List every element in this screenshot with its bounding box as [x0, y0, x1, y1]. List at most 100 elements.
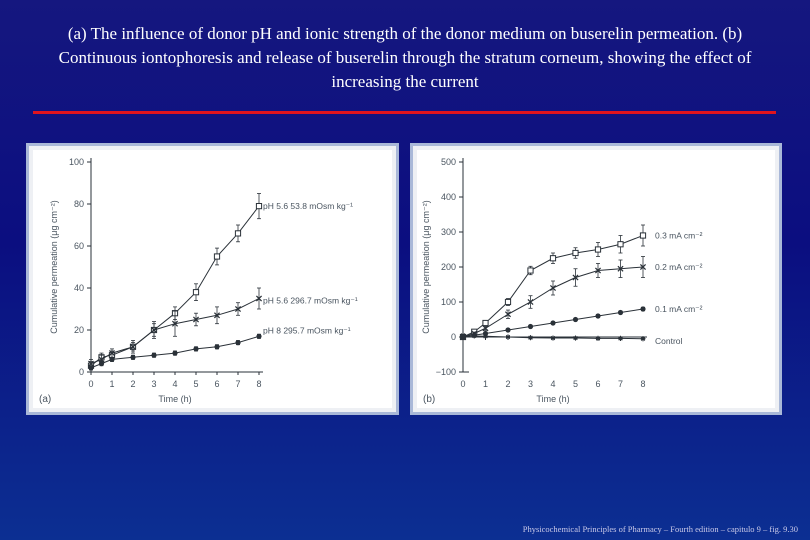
- chart-b-data-point: [617, 309, 624, 316]
- chart-a-x-axis-label: Time (h): [158, 394, 191, 404]
- chart-a-x-tick-label: 2: [130, 379, 135, 389]
- chart-b-data-point: [505, 327, 511, 333]
- chart-b-y-tick-label: 400: [441, 192, 456, 202]
- chart-panel-b: 0 1 2 3 4 5 6 7 8 −100 0 100 200 300 400 500 Time (h) Cum…: [410, 143, 782, 415]
- title-divider: [33, 111, 776, 114]
- chart-b-data-point: [527, 323, 534, 330]
- chart-a-y-tick-label: 60: [74, 241, 84, 251]
- slide-title: (a) The influence of donor pH and ionic …: [58, 24, 752, 91]
- chart-a-y-tick-label: 80: [74, 199, 84, 209]
- chart-a-data-point: [129, 343, 137, 350]
- chart-b-data-point: [527, 335, 534, 341]
- chart-b-data-point: [640, 306, 646, 312]
- chart-b-data-point: [639, 263, 647, 271]
- chart-b-data-point: [595, 313, 601, 319]
- chart-panel-a: 0 1 2 3 4 5 6 7 8 0 20 40 60 80 100 Time (h) Cumulative …: [26, 143, 399, 415]
- chart-a-series-line: [90, 335, 260, 369]
- chart-a-y-tick-label: 100: [69, 157, 84, 167]
- chart-a-data-point: [193, 346, 199, 352]
- chart-b-data-point: [527, 267, 534, 274]
- chart-b-data-point: [504, 311, 512, 318]
- chart-a-data-point: [98, 361, 105, 367]
- chart-a-series-line: [90, 205, 260, 367]
- chart-b-data-point: [594, 267, 602, 274]
- chart-b-series-line: [462, 308, 644, 338]
- chart-a-data-point: [214, 344, 220, 350]
- chart-b-data-point: [572, 335, 579, 341]
- chart-b-y-axis-label: Cumulative permeation (μg cm⁻²): [421, 200, 431, 333]
- chart-a-x-tick-label: 6: [214, 379, 219, 389]
- chart-b-x-tick-label: 5: [573, 379, 578, 389]
- chart-b-series-line: [462, 235, 644, 338]
- chart-a-data-point: [109, 356, 115, 362]
- chart-b-series-label: 0.3 mA cm⁻²: [655, 231, 703, 241]
- chart-a-x-tick-label: 7: [235, 379, 240, 389]
- chart-b-data-point: [572, 249, 579, 257]
- chart-b-x-tick-label: 0: [460, 379, 465, 389]
- chart-a-series-label: pH 5.6 53.8 mOsm kg⁻¹: [263, 201, 353, 211]
- chart-b-x-tick-label: 8: [640, 379, 645, 389]
- chart-b-data-point: [460, 332, 466, 338]
- chart-a-y-tick-label: 0: [79, 367, 84, 377]
- chart-a-series-label: pH 8 295.7 mOsm kg⁻¹: [263, 325, 351, 335]
- chart-b-y-tick-label: 100: [441, 297, 456, 307]
- chart-a-series-label: pH 5.6 296.7 mOsm kg⁻¹: [263, 296, 358, 306]
- chart-a-y-axis-label: Cumulative permeation (μg cm⁻²): [49, 200, 59, 333]
- chart-b-data-point: [594, 246, 602, 253]
- chart-b-data-point: [617, 265, 624, 272]
- chart-a-data-point: [150, 326, 158, 334]
- chart-b-y-tick-label: 300: [441, 227, 456, 237]
- chart-a-data-point: [234, 230, 242, 237]
- chart-a-y-tick-label: 20: [74, 325, 84, 335]
- chart-a-data-point: [213, 312, 221, 319]
- chart-b-data-point: [549, 284, 557, 292]
- chart-b-data-point: [639, 232, 647, 239]
- chart-b-data-point: [617, 335, 624, 341]
- chart-a-data-point: [235, 340, 241, 346]
- chart-b-panel-label: (b): [423, 394, 435, 405]
- chart-a-data-point: [151, 352, 157, 358]
- chart-b-y-tick-label: 200: [441, 262, 456, 272]
- chart-a-x-tick-label: 5: [193, 379, 198, 389]
- chart-panel-a-plot-area: 0 1 2 3 4 5 6 7 8 0 20 40 60 80 100 Time (h) Cumulative …: [33, 150, 392, 408]
- chart-b-data-point: [640, 336, 646, 342]
- chart-b-data-point: [504, 298, 512, 306]
- chart-b-y-tick-label: 0: [451, 332, 456, 342]
- chart-b-x-tick-label: 6: [595, 379, 600, 389]
- chart-a-data-point: [171, 320, 179, 327]
- chart-b-data-point: [527, 298, 534, 306]
- figure-source-footer: Physicochemical Principles of Pharmacy –…: [522, 524, 798, 534]
- chart-b-data-point: [471, 333, 477, 339]
- chart-b-series-line: [462, 266, 644, 338]
- chart-a-x-tick-label: 4: [172, 379, 177, 389]
- chart-b-series-label: 0.1 mA cm⁻²: [655, 304, 703, 314]
- chart-a-data-point: [256, 333, 262, 339]
- chart-a-data-point: [130, 354, 136, 360]
- chart-b-data-point: [550, 335, 556, 341]
- chart-b-data-point: [482, 319, 489, 327]
- chart-a-x-tick-label: 3: [151, 379, 156, 389]
- chart-a-data-point: [192, 289, 200, 296]
- chart-b-data-point: [572, 274, 579, 281]
- chart-b-data-point: [482, 325, 489, 332]
- chart-b-series-line: [462, 334, 644, 340]
- chart-b-x-axis-label: Time (h): [536, 394, 569, 404]
- chart-b-y-tick-label: 500: [441, 157, 456, 167]
- chart-b-x-tick-label: 1: [483, 379, 488, 389]
- chart-b-x-tick-label: 3: [528, 379, 533, 389]
- chart-b-y-tick-label: −100: [436, 367, 456, 377]
- chart-a-data-point: [234, 305, 242, 313]
- chart-b-series-label: Control: [655, 336, 683, 346]
- chart-b-data-point: [505, 334, 511, 340]
- chart-a-data-point: [213, 253, 221, 260]
- chart-panel-b-plot-area: 0 1 2 3 4 5 6 7 8 −100 0 100 200 300 400 500 Time (h) Cum…: [417, 150, 775, 408]
- chart-a-y-tick-label: 40: [74, 283, 84, 293]
- chart-a-data-point: [192, 316, 200, 323]
- chart-a-data-point: [255, 295, 263, 302]
- chart-b-data-point: [550, 320, 556, 326]
- chart-b-data-point: [549, 255, 557, 262]
- chart-a-panel-label: (a): [39, 394, 51, 405]
- chart-b-data-point: [482, 333, 489, 339]
- chart-b-data-point: [617, 241, 624, 248]
